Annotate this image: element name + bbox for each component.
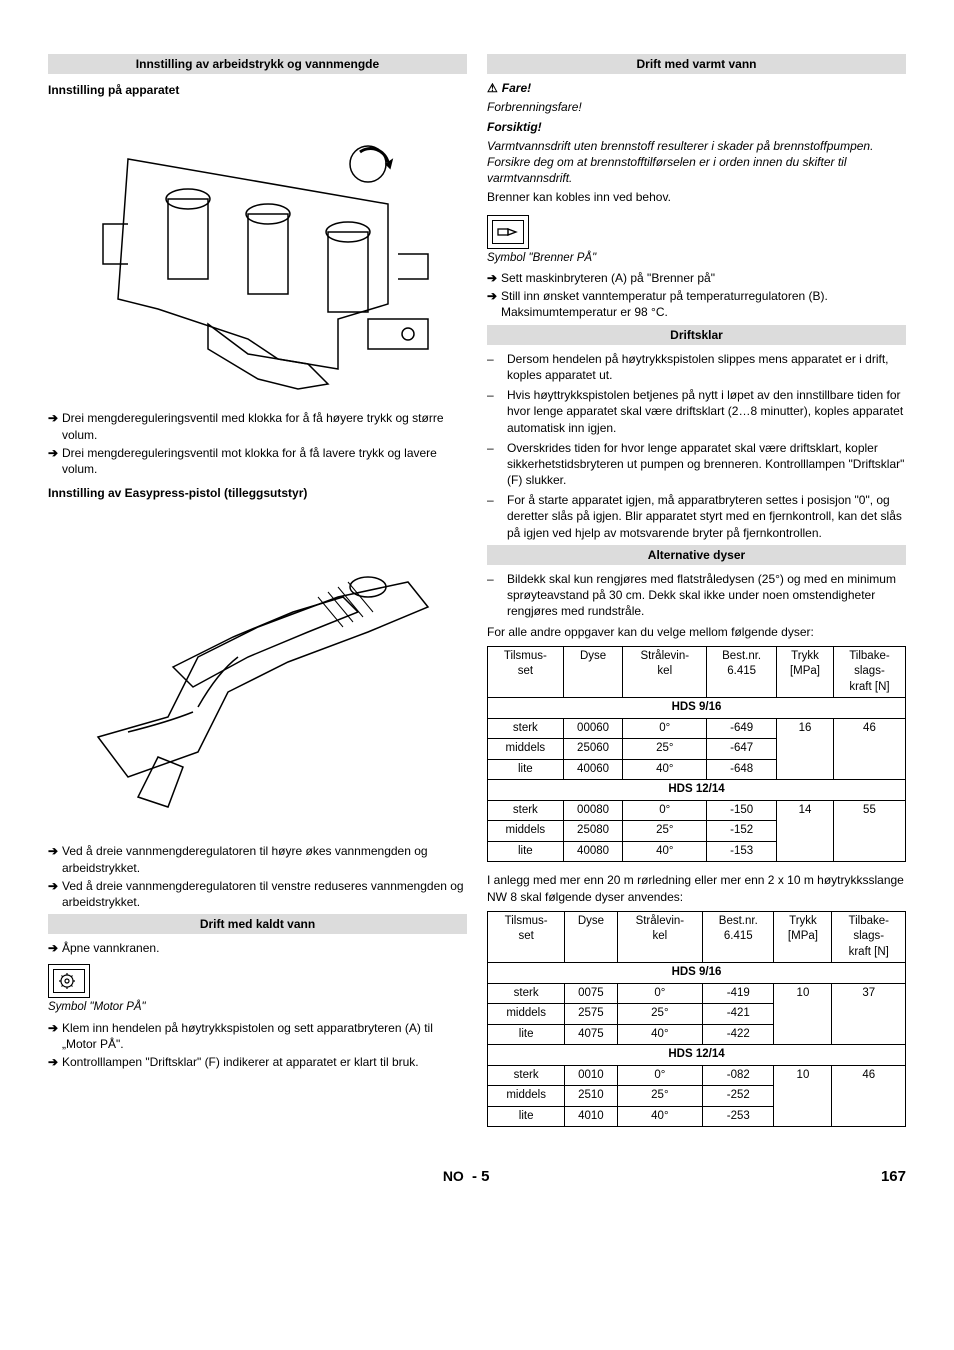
page-footer: NO - 5 167 xyxy=(48,1167,906,1187)
alt-text: For alle andre oppgaver kan du velge mel… xyxy=(487,624,906,640)
drift-2: Hvis høyttrykkspistolen betjenes på nytt… xyxy=(487,387,906,436)
bullet-ccw: Drei mengdereguleringsventil mot klokka … xyxy=(48,445,467,477)
heading-pressure-volume: Innstilling av arbeidstrykk og vannmengd… xyxy=(48,54,467,74)
caution-text: Varmtvannsdrift uten brennstoff resulter… xyxy=(487,138,906,187)
symbol-burner-on-box xyxy=(487,215,529,249)
bullet-left-turn: Ved å dreie vannmengderegulatoren til ve… xyxy=(48,878,467,910)
burner-line: Brenner kan kobles inn ved behov. xyxy=(487,189,906,205)
bullet-right-turn: Ved å dreie vannmengderegulatoren til hø… xyxy=(48,843,467,875)
footer-page-out: 167 xyxy=(881,1167,906,1187)
left-column: Innstilling av arbeidstrykk og vannmengd… xyxy=(48,50,467,1137)
subhead-easypress: Innstilling av Easypress-pistol (tillegg… xyxy=(48,485,467,501)
figure-spray-gun xyxy=(68,507,448,837)
nozzle-table-2: Tilsmus-setDyseStrålevin-kelBest.nr.6.41… xyxy=(487,911,906,1128)
heading-hot-water: Drift med varmt vann xyxy=(487,54,906,74)
footer-lang: NO xyxy=(443,1168,464,1184)
footer-page-in: 5 xyxy=(481,1168,489,1185)
drift-1: Dersom hendelen på høytrykkspistolen sli… xyxy=(487,351,906,383)
bullet-motor-1: Klem inn hendelen på høytrykkspistolen o… xyxy=(48,1020,467,1052)
right-column: Drift med varmt vann Fare! Forbrenningsf… xyxy=(487,50,906,1137)
drift-4: For å starte apparatet igjen, må apparat… xyxy=(487,492,906,541)
footer-left xyxy=(48,1172,51,1188)
between-tables: I anlegg med mer enn 20 m rørledning ell… xyxy=(487,872,906,904)
symbol-motor-on-icon xyxy=(53,969,85,993)
danger-label: Fare! xyxy=(487,80,906,96)
symbol-burner-on-icon xyxy=(492,220,524,244)
heading-alt-nozzles: Alternative dyser xyxy=(487,545,906,565)
footer-dash: - xyxy=(472,1168,481,1185)
bullet-motor-2: Kontrolllampen "Driftsklar" (F) indikere… xyxy=(48,1054,467,1070)
bullet-cw: Drei mengdereguleringsventil med klokka … xyxy=(48,410,467,442)
subhead-apparatus: Innstilling på apparatet xyxy=(48,82,467,98)
nozzle-table-1: Tilsmus-setDyseStrålevin-kelBest.nr.6.41… xyxy=(487,646,906,863)
alt-bullet: Bildekk skal kun rengjøres med flatstrål… xyxy=(487,571,906,620)
drift-3: Overskrides tiden for hvor lenge apparat… xyxy=(487,440,906,489)
figure-pump-schematic xyxy=(68,104,448,404)
bullet-open-tap: Åpne vannkranen. xyxy=(48,940,467,956)
symbol-motor-caption: Symbol "Motor PÅ" xyxy=(48,1000,467,1016)
footer-center: NO - 5 xyxy=(443,1167,490,1187)
danger-text: Forbrenningsfare! xyxy=(487,99,906,115)
symbol-burner-caption: Symbol "Brenner PÅ" xyxy=(487,251,906,267)
bullet-hot-1: Sett maskinbryteren (A) på "Brenner på" xyxy=(487,270,906,286)
symbol-motor-on-box xyxy=(48,964,90,998)
heading-ready: Driftsklar xyxy=(487,325,906,345)
heading-cold-water: Drift med kaldt vann xyxy=(48,914,467,934)
caution-label: Forsiktig! xyxy=(487,119,906,135)
bullet-hot-2: Still inn ønsket vanntemperatur på tempe… xyxy=(487,288,906,320)
two-column-layout: Innstilling av arbeidstrykk og vannmengd… xyxy=(48,50,906,1137)
